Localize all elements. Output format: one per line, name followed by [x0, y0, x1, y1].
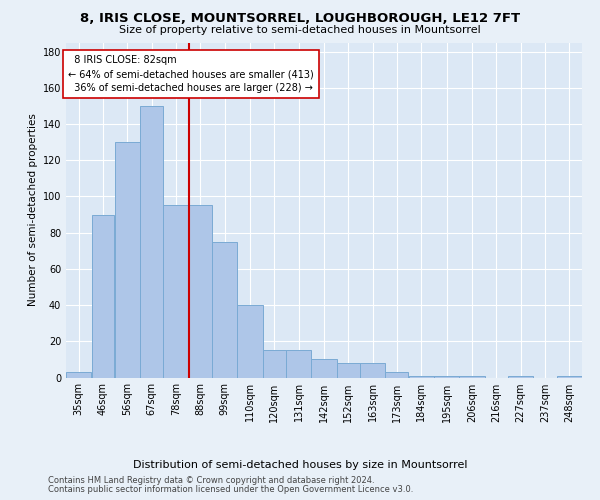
Bar — [337, 363, 360, 378]
Text: Size of property relative to semi-detached houses in Mountsorrel: Size of property relative to semi-detach… — [119, 25, 481, 35]
Bar — [508, 376, 533, 378]
Bar — [409, 376, 434, 378]
Y-axis label: Number of semi-detached properties: Number of semi-detached properties — [28, 114, 38, 306]
Text: Contains HM Land Registry data © Crown copyright and database right 2024.: Contains HM Land Registry data © Crown c… — [48, 476, 374, 485]
Bar — [238, 305, 263, 378]
Bar — [385, 372, 409, 378]
Bar — [263, 350, 286, 378]
Bar — [460, 376, 485, 378]
Bar — [557, 376, 582, 378]
Bar — [189, 206, 212, 378]
Bar — [434, 376, 459, 378]
Bar — [212, 242, 237, 378]
Bar — [115, 142, 140, 378]
Bar — [163, 206, 188, 378]
Bar — [140, 106, 163, 378]
Text: Distribution of semi-detached houses by size in Mountsorrel: Distribution of semi-detached houses by … — [133, 460, 467, 470]
Bar — [286, 350, 311, 378]
Bar — [92, 214, 115, 378]
Bar — [66, 372, 91, 378]
Bar — [311, 360, 337, 378]
Text: 8 IRIS CLOSE: 82sqm
← 64% of semi-detached houses are smaller (413)
  36% of sem: 8 IRIS CLOSE: 82sqm ← 64% of semi-detach… — [68, 55, 314, 93]
Text: Contains public sector information licensed under the Open Government Licence v3: Contains public sector information licen… — [48, 485, 413, 494]
Bar — [360, 363, 385, 378]
Text: 8, IRIS CLOSE, MOUNTSORREL, LOUGHBOROUGH, LE12 7FT: 8, IRIS CLOSE, MOUNTSORREL, LOUGHBOROUGH… — [80, 12, 520, 26]
